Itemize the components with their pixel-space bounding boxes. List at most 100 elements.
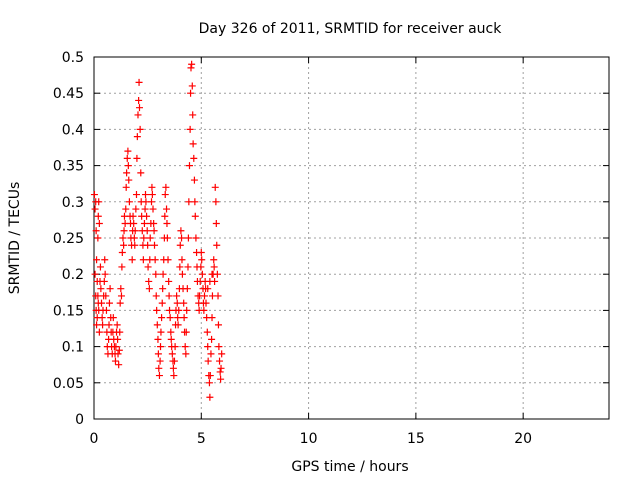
data-point: [136, 125, 144, 133]
data-point: [152, 270, 160, 278]
data-point: [153, 321, 161, 329]
data-point: [187, 89, 195, 97]
data-point: [212, 220, 220, 228]
data-point: [210, 256, 218, 264]
data-point: [207, 350, 215, 358]
data-point: [141, 205, 149, 213]
data-point: [128, 256, 136, 264]
data-point: [208, 270, 216, 278]
data-point: [118, 248, 126, 256]
data-point: [114, 335, 122, 343]
data-point: [101, 270, 109, 278]
data-point: [214, 321, 222, 329]
data-point: [95, 328, 103, 336]
x-axis-label: GPS time / hours: [291, 459, 408, 475]
y-tick-label: 0.3: [62, 195, 84, 211]
data-point: [218, 350, 226, 358]
y-tick-label: 0.05: [53, 376, 84, 392]
data-point: [95, 198, 103, 206]
data-point: [204, 343, 212, 351]
data-point: [205, 379, 213, 387]
data-point: [190, 176, 198, 184]
data-point: [94, 212, 102, 220]
data-point: [171, 343, 179, 351]
data-point: [166, 306, 174, 314]
data-point: [163, 220, 171, 228]
data-point: [174, 321, 182, 329]
data-point: [204, 285, 212, 293]
data-point: [153, 306, 161, 314]
data-point: [176, 263, 184, 271]
data-point: [93, 321, 101, 329]
data-point: [124, 162, 132, 170]
data-point: [148, 198, 156, 206]
data-point: [137, 169, 145, 177]
data-point: [168, 350, 176, 358]
data-point: [158, 314, 166, 322]
data-point: [115, 361, 123, 369]
data-point: [124, 147, 132, 155]
data-point: [143, 227, 151, 235]
data-point: [163, 205, 171, 213]
data-point: [105, 299, 113, 307]
data-point: [180, 314, 188, 322]
data-point: [184, 234, 192, 242]
data-point: [161, 191, 169, 199]
data-point: [165, 292, 173, 300]
data-point: [154, 335, 162, 343]
data-point: [200, 306, 208, 314]
data-point: [93, 256, 101, 264]
data-point: [197, 248, 205, 256]
data-point: [148, 191, 156, 199]
data-point: [123, 154, 131, 162]
data-point: [98, 314, 106, 322]
data-point: [159, 285, 167, 293]
data-point: [92, 227, 100, 235]
data-point: [216, 357, 224, 365]
data-point: [155, 364, 163, 372]
data-point: [116, 328, 124, 336]
data-point: [144, 241, 152, 249]
data-point: [131, 227, 139, 235]
data-point: [203, 328, 211, 336]
data-point: [181, 343, 189, 351]
data-point: [151, 241, 159, 249]
data-point: [183, 285, 191, 293]
x-tick-labels: 0 5 10 15 20: [90, 431, 533, 447]
data-point: [115, 346, 123, 354]
data-point: [164, 256, 172, 264]
data-point: [155, 372, 163, 380]
data-point: [191, 198, 199, 206]
data-point: [191, 212, 199, 220]
data-point: [133, 133, 141, 141]
data-point: [208, 335, 216, 343]
data-point: [178, 234, 186, 242]
data-point: [154, 350, 162, 358]
data-point: [91, 270, 99, 278]
data-point: [187, 64, 195, 72]
data-point: [212, 198, 220, 206]
data-point: [129, 212, 137, 220]
data-point: [216, 368, 224, 376]
data-point: [175, 306, 183, 314]
data-point: [117, 292, 125, 300]
data-point: [198, 270, 206, 278]
data-point: [122, 183, 130, 191]
data-point: [177, 227, 185, 235]
data-point: [131, 241, 139, 249]
data-point: [215, 343, 223, 351]
data-point: [192, 234, 200, 242]
data-point: [90, 191, 98, 199]
data-point: [135, 96, 143, 104]
data-point: [135, 78, 143, 86]
data-point: [159, 270, 167, 278]
data-point: [214, 292, 222, 300]
data-point: [118, 263, 126, 271]
data-point: [201, 292, 209, 300]
x-tick-label: 5: [197, 431, 206, 447]
y-axis-label: SRMTID / TECUs: [7, 182, 23, 295]
data-point: [158, 299, 166, 307]
data-point: [116, 299, 124, 307]
data-point: [91, 205, 99, 213]
